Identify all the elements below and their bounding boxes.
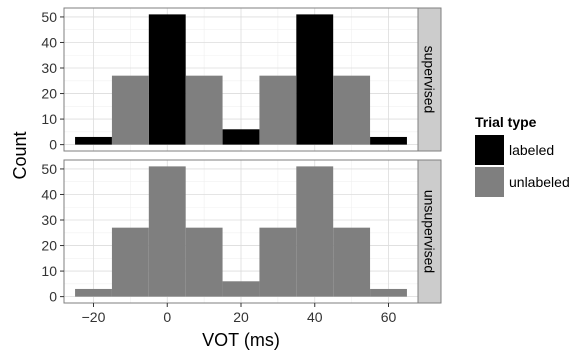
y-tick-label: 10 <box>41 263 57 279</box>
x-tick-label: 20 <box>233 309 249 325</box>
y-tick-label: 10 <box>41 111 57 127</box>
y-tick-label: 20 <box>41 86 57 102</box>
histogram-bar-labeled <box>148 14 186 145</box>
histogram-bar-labeled <box>296 14 334 145</box>
histogram-bar-unlabeled <box>333 227 371 297</box>
histogram-bar-unlabeled <box>185 75 223 145</box>
histogram-bar-unlabeled <box>111 75 149 145</box>
histogram-bar-unlabeled <box>111 227 149 297</box>
facet-label: unsupervised <box>422 190 438 273</box>
legend-title: Trial type <box>475 114 537 130</box>
histogram-bar-unlabeled <box>370 288 407 297</box>
y-tick-label: 30 <box>41 212 57 228</box>
legend-label: unlabeled <box>509 174 570 190</box>
facet-strip <box>417 7 442 152</box>
y-axis-title: Count <box>10 131 30 179</box>
x-tick-label: −20 <box>82 309 106 325</box>
facet-strip <box>417 159 442 304</box>
legend-swatch-labeled <box>475 135 504 165</box>
histogram-bar-labeled <box>222 129 260 145</box>
legend-label: labeled <box>509 142 554 158</box>
y-tick-label: 30 <box>41 60 57 76</box>
x-tick-label: 0 <box>163 309 171 325</box>
histogram-bar-unlabeled <box>259 75 297 145</box>
y-tick-label: 40 <box>41 34 57 50</box>
facet-label: supervised <box>422 46 438 114</box>
legend-swatch-unlabeled <box>475 167 504 197</box>
y-tick-label: 50 <box>41 161 57 177</box>
y-tick-label: 0 <box>49 137 57 153</box>
y-tick-label: 40 <box>41 186 57 202</box>
x-tick-label: 40 <box>307 309 323 325</box>
x-axis-title: VOT (ms) <box>202 330 280 350</box>
histogram-bar-unlabeled <box>296 166 334 297</box>
y-tick-label: 50 <box>41 9 57 25</box>
histogram-bar-labeled <box>75 136 112 145</box>
y-tick-label: 20 <box>41 238 57 254</box>
histogram-bar-unlabeled <box>148 166 186 297</box>
y-tick-label: 0 <box>49 289 57 305</box>
histogram-bar-unlabeled <box>185 227 223 297</box>
x-tick-label: 60 <box>381 309 397 325</box>
histogram-bar-unlabeled <box>75 288 112 297</box>
histogram-bar-unlabeled <box>259 227 297 297</box>
histogram-bar-labeled <box>370 136 407 145</box>
histogram-bar-unlabeled <box>222 281 260 297</box>
histogram-bar-unlabeled <box>333 75 371 145</box>
